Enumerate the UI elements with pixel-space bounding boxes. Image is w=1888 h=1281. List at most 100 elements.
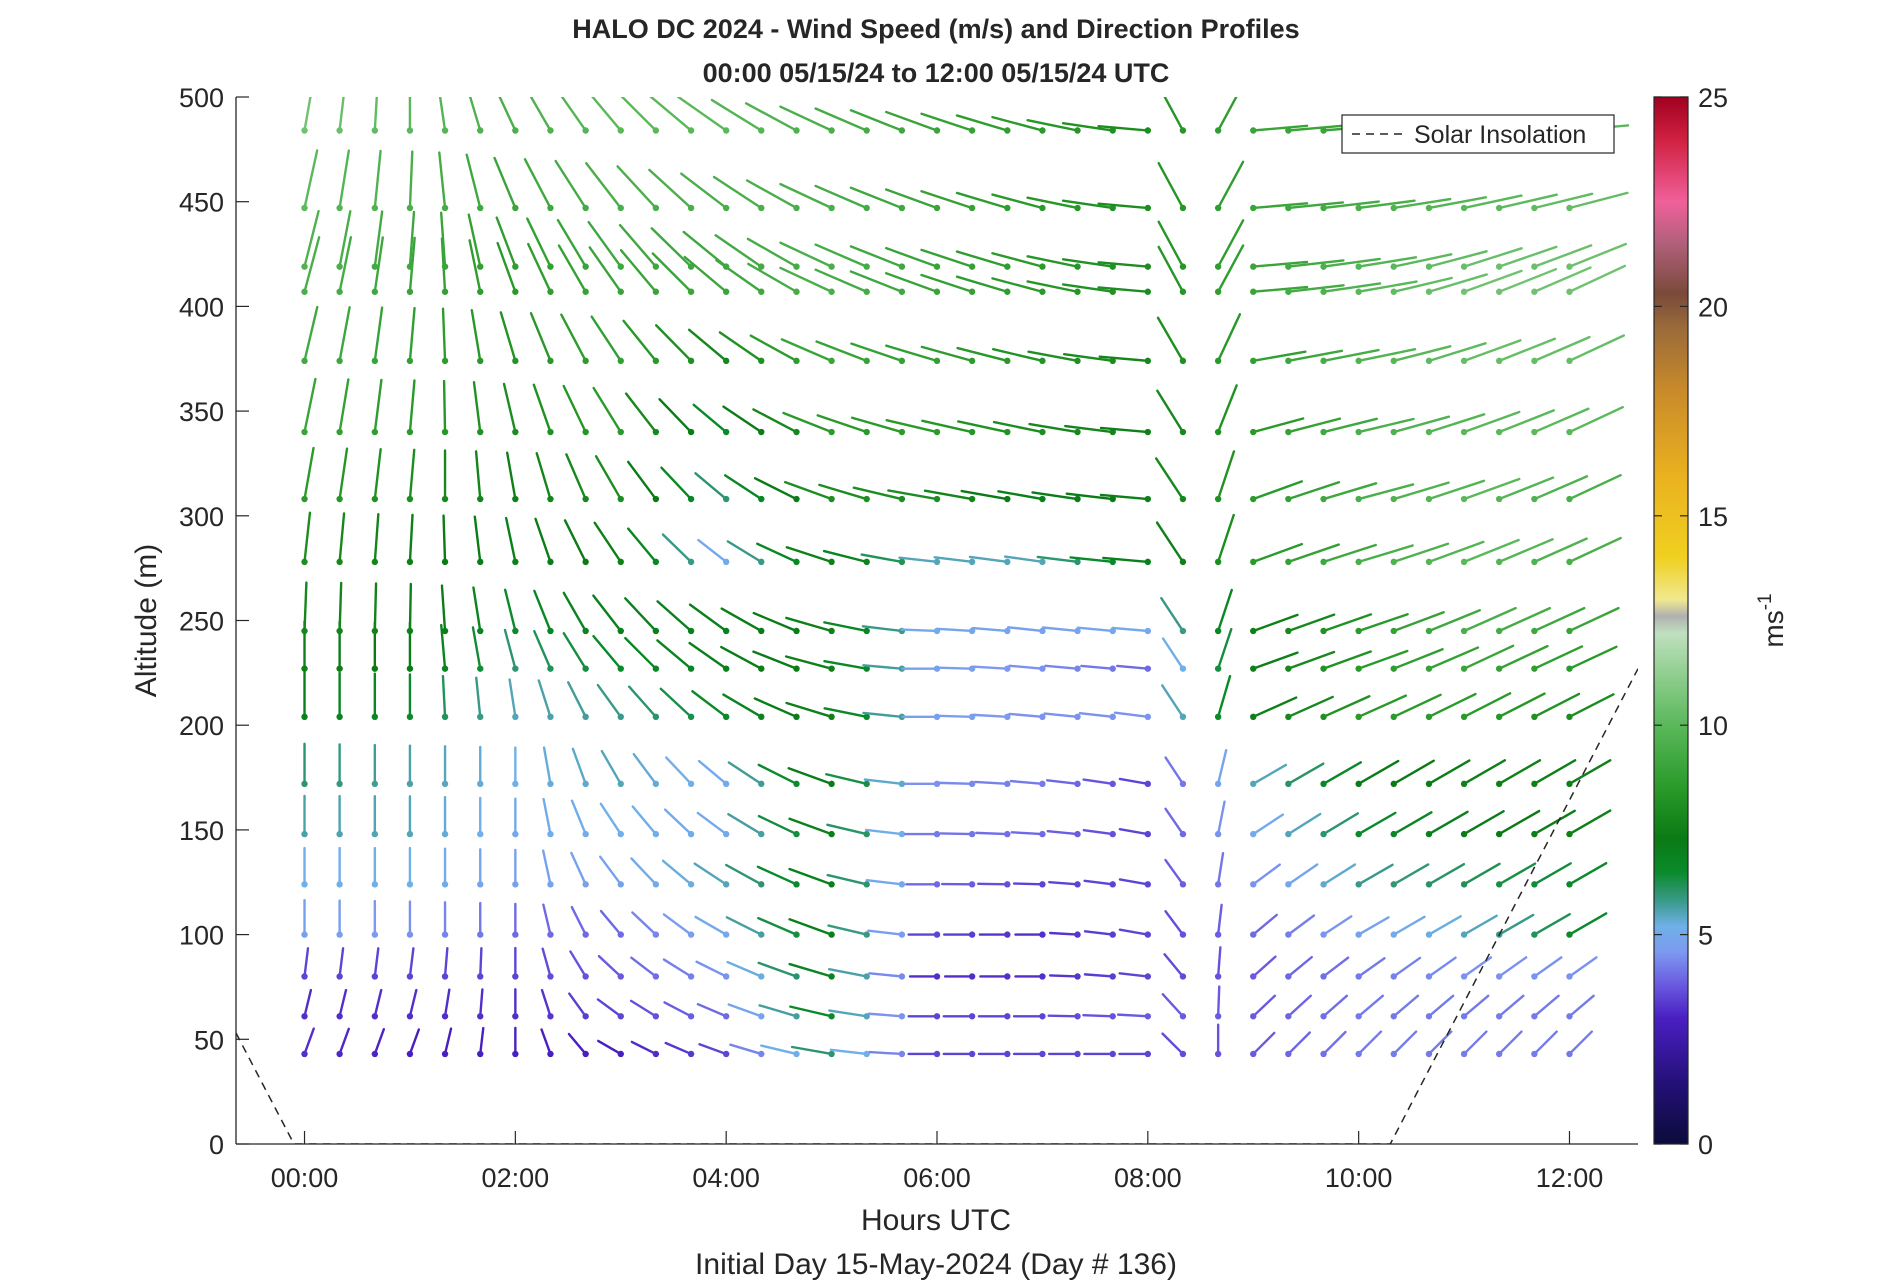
x-tick-label: 08:00 [1114, 1163, 1182, 1193]
wind-arrow-head [1460, 780, 1468, 788]
wind-arrow-head [1566, 558, 1573, 566]
wind-arrow [1357, 1030, 1383, 1056]
wind-arrow [868, 972, 904, 978]
wind-arrow [779, 182, 833, 210]
wind-arrow-head [687, 288, 695, 295]
wind-arrow [1164, 756, 1185, 786]
wind-arrow [556, 219, 587, 268]
wind-arrow-head [1425, 1050, 1433, 1058]
wind-arrow [303, 446, 315, 501]
wind-arrow-head [441, 973, 449, 980]
wind-arrow [1357, 957, 1386, 978]
wind-arrow [849, 186, 904, 210]
wind-arrow-head [687, 780, 695, 788]
wind-arrow [790, 1045, 833, 1056]
wind-arrow [439, 211, 447, 268]
wind-arrow-head [336, 780, 343, 788]
colorbar-tick-label: 10 [1698, 711, 1728, 741]
wind-arrow [849, 109, 904, 132]
wind-arrow-head [828, 1013, 835, 1020]
wind-arrow [1048, 974, 1079, 978]
wind-arrow-head [477, 357, 484, 365]
wind-arrow [1357, 483, 1415, 501]
wind-arrow-head [1390, 780, 1397, 788]
wind-arrow-head [1179, 780, 1187, 788]
wind-arrow-head [1004, 713, 1011, 721]
wind-arrow [1287, 543, 1340, 564]
wind-arrow [303, 149, 319, 210]
wind-arrow [1357, 613, 1409, 633]
wind-arrow-head [1039, 881, 1046, 888]
wind-arrow [303, 236, 321, 293]
wind-arrow-head [758, 627, 765, 635]
wind-arrow [592, 594, 622, 633]
wind-arrow [720, 645, 763, 670]
wind-arrow [1154, 457, 1185, 501]
wind-arrow-head [1179, 558, 1187, 566]
wind-arrow [920, 273, 974, 293]
wind-arrow [554, 159, 587, 210]
wind-arrow-head [617, 665, 624, 672]
wind-arrow-head [336, 665, 343, 672]
wind-arrow-head [1285, 204, 1292, 212]
wind-arrow-head [898, 558, 906, 566]
wind-arrow-head [1425, 288, 1433, 295]
wind-arrow [727, 812, 763, 836]
wind-arrow [780, 338, 833, 363]
wind-arrow-head [1109, 127, 1116, 134]
wind-arrow-head [1250, 288, 1257, 295]
wind-arrow-head [1460, 1050, 1468, 1058]
colorbar-ticks: 0 5 10 15 20 25 [1654, 83, 1728, 1160]
wind-arrow [1322, 994, 1349, 1018]
wind-arrow [691, 690, 728, 719]
wind-arrow [1533, 192, 1594, 210]
y-tick-label: 200 [179, 711, 224, 741]
wind-arrow-head [371, 1013, 379, 1020]
wind-arrow-head [1144, 1050, 1152, 1058]
wind-arrow-head [1214, 428, 1222, 436]
wind-arrow-head [1109, 665, 1116, 672]
wind-arrow-head [793, 558, 800, 566]
wind-arrow [338, 378, 350, 434]
wind-arrow-head [477, 263, 484, 270]
wind-arrow-head [793, 627, 800, 635]
wind-arrow [697, 759, 728, 786]
wind-arrow [1163, 97, 1185, 132]
wind-arrow-head [828, 780, 835, 788]
wind-arrow [1427, 915, 1462, 936]
wind-arrow-head [1320, 558, 1327, 566]
wind-arrow [1497, 1030, 1523, 1056]
wind-arrow-head [722, 204, 730, 212]
wind-arrow [757, 763, 798, 786]
wind-arrow-head [406, 127, 414, 134]
wind-arrow-head [863, 288, 870, 295]
wind-arrow-head [1144, 288, 1152, 295]
x-tick-label: 06:00 [903, 1163, 971, 1193]
wind-arrow-head [477, 830, 484, 838]
wind-arrow [1041, 626, 1079, 633]
wind-arrow-head [477, 780, 484, 788]
wind-arrow [373, 448, 382, 501]
wind-arrow-head [547, 627, 554, 635]
wind-arrow-head [1039, 1050, 1046, 1058]
wind-arrow-head [1460, 1013, 1468, 1020]
wind-arrow-head [898, 780, 906, 788]
wind-arrow-head [617, 428, 624, 436]
wind-arrow [373, 1028, 386, 1056]
wind-arrow [1116, 664, 1150, 670]
wind-arrow [1097, 202, 1150, 210]
wind-arrow [1216, 946, 1222, 978]
wind-arrow-head [898, 428, 906, 436]
wind-arrow [1322, 282, 1382, 293]
wind-arrow-head [547, 204, 554, 212]
wind-arrow-head [898, 357, 906, 365]
wind-arrow-head [512, 1013, 519, 1020]
wind-arrow-head [793, 665, 800, 672]
wind-arrow-head [1390, 627, 1397, 635]
wind-arrow-head [1425, 830, 1433, 838]
wind-arrow-head [898, 1050, 906, 1058]
wind-arrow [720, 607, 763, 633]
wind-arrow [1160, 684, 1185, 719]
wind-arrow [1568, 645, 1618, 670]
wind-arrow [814, 243, 868, 268]
